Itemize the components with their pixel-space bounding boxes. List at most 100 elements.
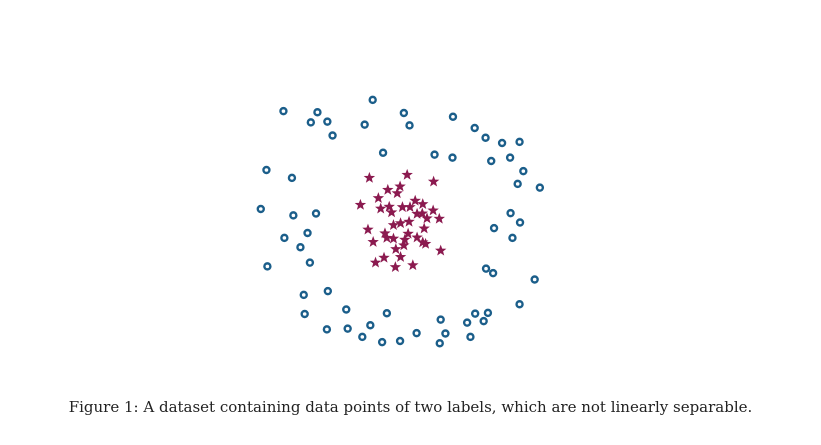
circle-point [343, 324, 352, 333]
circle-point [515, 300, 524, 309]
star-point [387, 219, 400, 230]
circle-point [287, 173, 297, 183]
star-point [404, 201, 416, 212]
circle-point [360, 120, 369, 129]
circle-point [515, 218, 525, 227]
circle-point [378, 148, 388, 157]
star-point [363, 171, 376, 183]
star-point [434, 244, 447, 256]
circle-point [515, 137, 524, 147]
star-point [416, 207, 428, 219]
star-point [385, 206, 398, 218]
circle-point [323, 286, 333, 296]
circle-point [368, 95, 377, 105]
circle-point [322, 325, 332, 334]
circle-point [470, 123, 479, 133]
circle-point [382, 309, 392, 318]
star-point [418, 222, 430, 234]
star-point [411, 231, 423, 243]
circle-point [305, 258, 315, 267]
circle-point [479, 316, 488, 326]
circle-point [303, 228, 312, 238]
star-point [394, 180, 406, 192]
star-point [367, 236, 379, 247]
star-point [417, 236, 429, 248]
star-point [401, 168, 413, 180]
star-point [387, 232, 400, 244]
star-point [381, 231, 393, 243]
circle-point [289, 211, 298, 220]
circle-point [535, 183, 545, 192]
circle-point [296, 243, 305, 252]
circle-point [506, 208, 515, 218]
circle-point [430, 150, 439, 159]
circle-point [280, 233, 289, 243]
star-point [399, 233, 411, 245]
star-point [427, 175, 440, 187]
star-point [372, 192, 385, 203]
circle-point [483, 308, 493, 318]
circle-point [435, 339, 444, 348]
circle-point [300, 309, 309, 319]
star-point [390, 243, 402, 254]
star-point [403, 215, 415, 227]
star-point [382, 183, 394, 195]
circle-point [323, 117, 332, 126]
circle-point [306, 118, 316, 127]
circle-point [412, 328, 421, 338]
circle-point [256, 204, 265, 214]
star-point [383, 200, 395, 212]
circle-point [262, 165, 271, 175]
circle-series [256, 95, 545, 348]
circle-point [488, 268, 498, 278]
star-point [354, 198, 367, 210]
star-point [427, 204, 439, 216]
star-point [407, 259, 419, 271]
circle-point [436, 315, 445, 324]
star-point [433, 212, 445, 224]
star-point [391, 187, 403, 199]
circle-point [481, 264, 491, 273]
star-point [402, 227, 414, 239]
circle-point [279, 106, 288, 116]
circle-point [299, 290, 308, 300]
star-point [362, 223, 374, 235]
star-point [394, 251, 407, 262]
circle-point [311, 209, 321, 218]
figure-caption: Figure 1: A dataset containing data poin… [68, 398, 753, 416]
star-point [394, 217, 407, 229]
star-point [398, 239, 410, 251]
circle-point [313, 108, 322, 117]
circle-point [405, 121, 414, 130]
circle-point [448, 112, 458, 121]
star-point [379, 227, 391, 239]
circle-point [530, 275, 539, 284]
star-point [417, 198, 429, 209]
star-point [396, 201, 409, 212]
circle-point [513, 179, 522, 189]
star-point [411, 207, 423, 219]
circle-point [497, 138, 507, 148]
circle-point [448, 153, 457, 162]
circle-point [366, 321, 375, 330]
circle-point [505, 153, 515, 162]
circle-point [470, 309, 480, 318]
circle-point [462, 318, 472, 327]
circle-point [263, 262, 272, 271]
star-point [375, 202, 387, 214]
circle-point [441, 329, 450, 338]
circle-point [508, 233, 517, 243]
circle-point [466, 332, 475, 342]
circle-point [342, 305, 351, 314]
circle-point [489, 223, 499, 233]
star-point [369, 256, 382, 268]
star-point [378, 251, 390, 263]
star-point [421, 212, 433, 224]
circle-point [377, 337, 387, 347]
circle-point [399, 108, 409, 118]
star-series [354, 168, 447, 272]
circle-point [358, 332, 367, 342]
circle-point [328, 131, 337, 140]
star-point [419, 237, 432, 249]
